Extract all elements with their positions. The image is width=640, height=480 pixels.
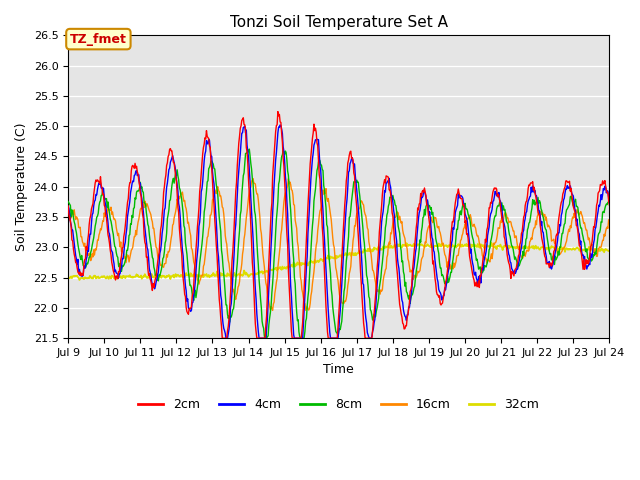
Line: 8cm: 8cm [68,149,609,338]
8cm [206,162,214,168]
8cm [246,146,253,152]
16cm [183,211,191,217]
32cm [207,274,215,279]
Line: 2cm: 2cm [68,111,609,338]
32cm [488,240,495,246]
8cm [605,199,613,205]
8cm [557,237,565,243]
2cm [64,203,72,209]
4cm [385,178,392,184]
16cm [385,242,392,248]
2cm [385,174,392,180]
32cm [437,243,445,249]
4cm [64,204,72,209]
32cm [331,255,339,261]
16cm [332,265,340,271]
Text: TZ_fmet: TZ_fmet [70,33,127,46]
4cm [557,213,565,218]
16cm [269,308,276,313]
4cm [605,200,613,205]
X-axis label: Time: Time [323,363,354,376]
2cm [438,301,445,307]
4cm [276,122,284,128]
4cm [222,336,230,341]
4cm [206,146,214,152]
2cm [183,309,191,314]
Line: 4cm: 4cm [68,125,609,338]
2cm [557,200,565,205]
8cm [385,203,392,209]
16cm [64,216,72,222]
8cm [183,251,191,257]
2cm [206,144,214,150]
Line: 16cm: 16cm [68,179,609,311]
16cm [249,176,257,181]
16cm [605,218,613,224]
16cm [206,212,214,218]
32cm [557,244,565,250]
4cm [438,297,445,303]
Line: 32cm: 32cm [68,243,609,280]
32cm [76,277,83,283]
2cm [332,336,340,341]
32cm [184,272,191,278]
8cm [438,273,445,278]
Legend: 2cm, 4cm, 8cm, 16cm, 32cm: 2cm, 4cm, 8cm, 16cm, 32cm [133,393,544,416]
16cm [438,239,445,244]
16cm [557,249,565,255]
8cm [64,199,72,204]
2cm [605,202,613,208]
8cm [332,328,340,334]
2cm [218,336,226,341]
32cm [384,243,392,249]
4cm [332,336,340,341]
2cm [274,108,282,114]
Y-axis label: Soil Temperature (C): Soil Temperature (C) [15,122,28,251]
8cm [261,336,269,341]
32cm [64,273,72,279]
32cm [605,248,613,253]
Title: Tonzi Soil Temperature Set A: Tonzi Soil Temperature Set A [230,15,448,30]
4cm [183,299,191,304]
